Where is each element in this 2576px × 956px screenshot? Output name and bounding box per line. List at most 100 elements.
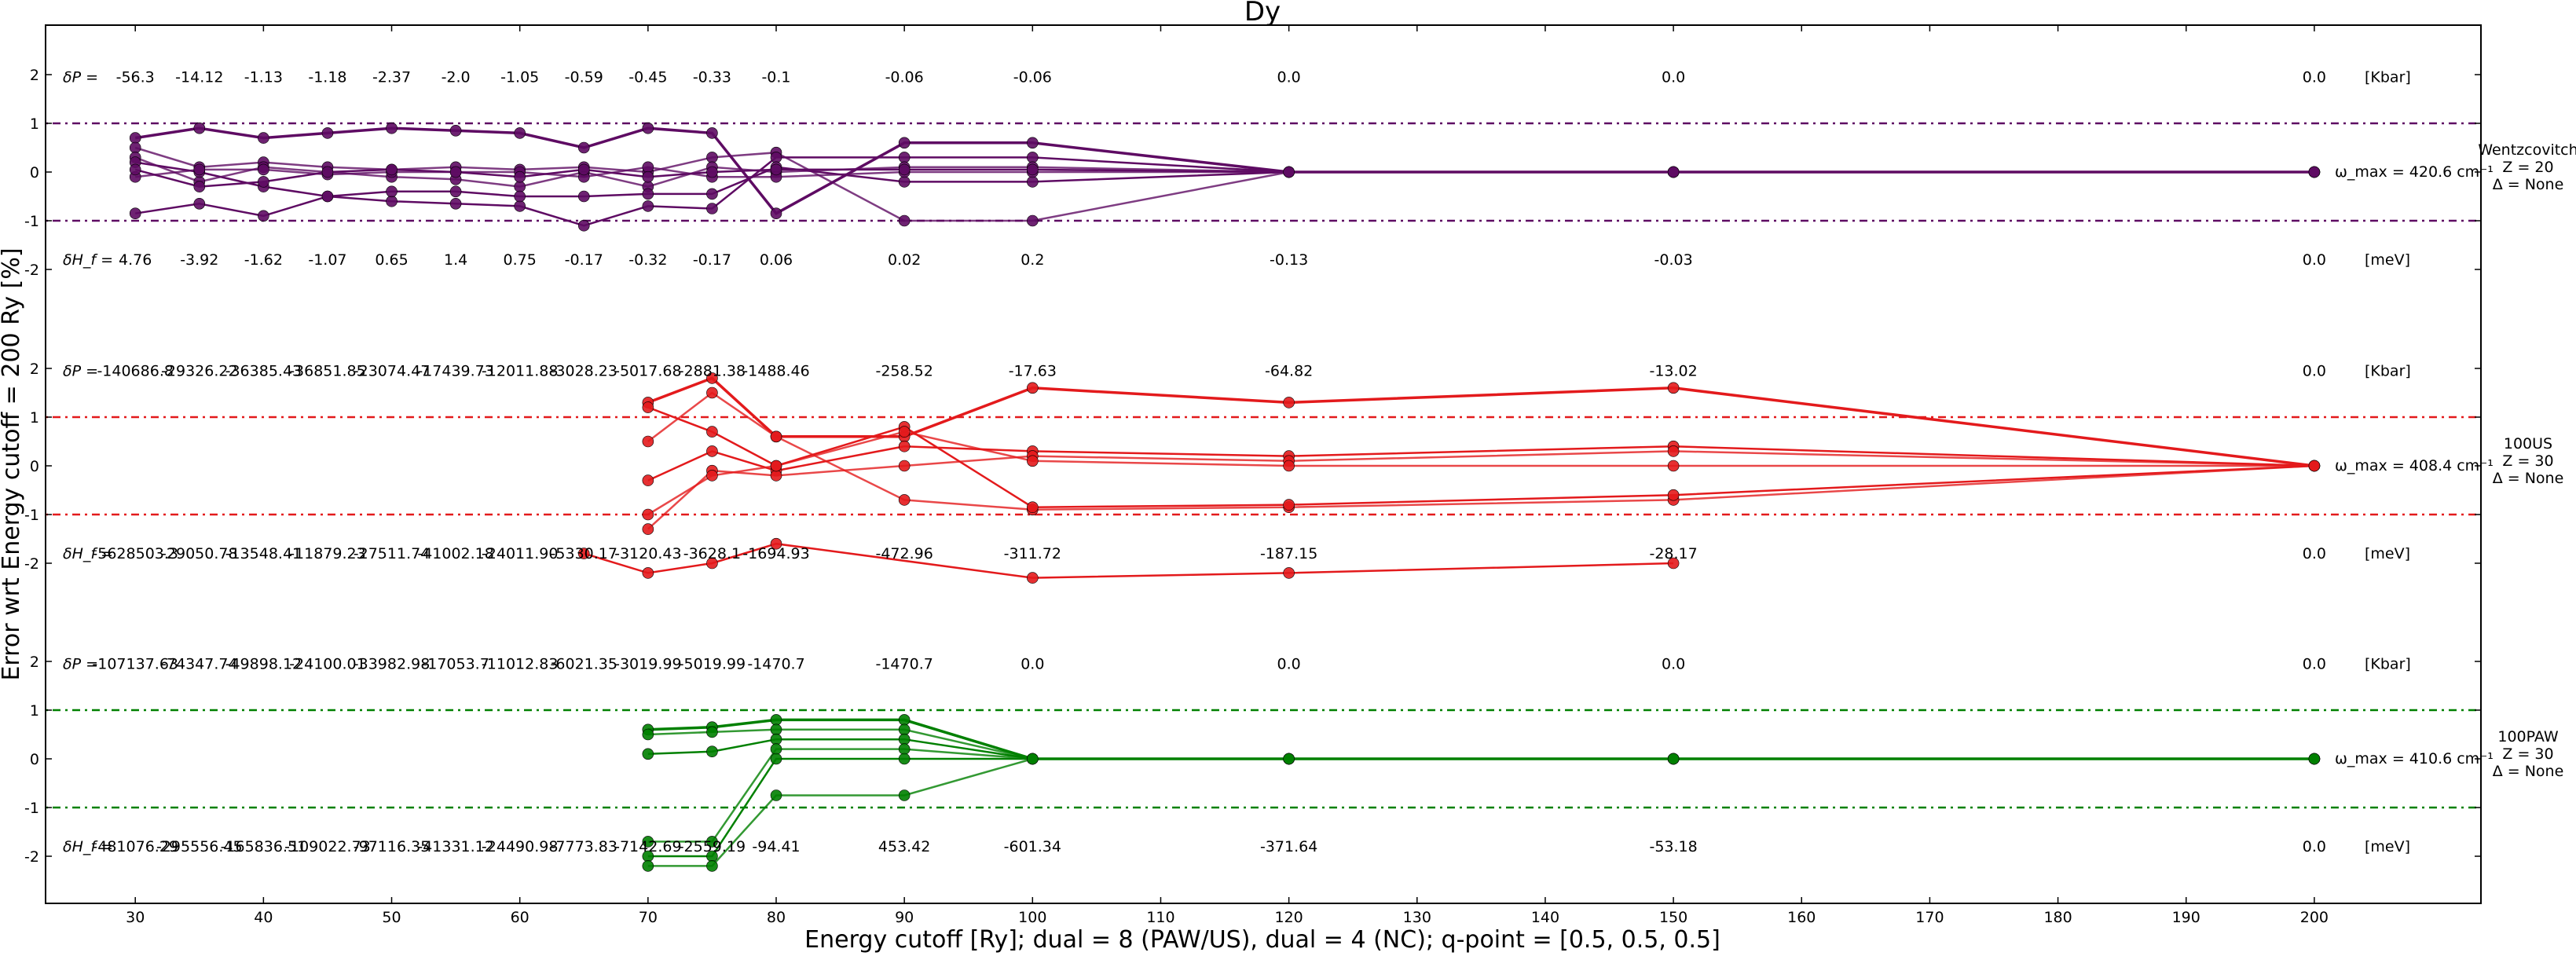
data-point [2308, 753, 2321, 765]
dh-value-label: 1.4 [444, 251, 467, 269]
data-point [706, 127, 718, 139]
series-line [647, 450, 2314, 530]
dh-value-label: 0.75 [504, 251, 537, 269]
data-point [514, 181, 526, 192]
data-point [898, 494, 911, 506]
data-point [577, 548, 590, 559]
dp-value-label: -2.37 [372, 68, 411, 86]
y-tick-label: 1 [30, 409, 39, 427]
dh-value-label: -3120.43 [614, 545, 681, 562]
y-tick-label: 2 [30, 361, 39, 378]
dp-value-label: 0.0 [2303, 655, 2326, 672]
y-tick-label: 0 [30, 164, 39, 181]
data-point [1027, 214, 1039, 227]
data-point [770, 537, 782, 550]
dp-value-label: -0.1 [761, 68, 790, 86]
dp-value-label: -29326.22 [161, 362, 238, 379]
data-point [706, 152, 718, 163]
dh-value-label: 0.06 [760, 251, 793, 269]
dh-value-label: -11879.23 [289, 545, 366, 562]
data-point [898, 789, 911, 801]
dh-value-label: -28.17 [1649, 545, 1697, 562]
data-point [770, 207, 782, 220]
y-tick-label: -2 [24, 848, 39, 866]
data-point [1283, 397, 1295, 408]
dp-value-label: -258.52 [875, 362, 933, 379]
series-line [647, 391, 2314, 511]
data-point [258, 176, 269, 188]
data-point [514, 190, 526, 203]
dp-value-label: -24100.01 [289, 655, 366, 672]
data-point [1283, 499, 1295, 511]
dp-value-label: -1488.46 [742, 362, 809, 379]
data-point [514, 127, 526, 139]
series-line [647, 430, 2314, 516]
dp-value-label: -23074.47 [354, 362, 431, 379]
dh-value-label: -165836.51 [221, 838, 307, 855]
dp-value-label: -5017.68 [614, 362, 681, 379]
dh-value-label: 0.65 [375, 251, 408, 269]
data-point [770, 152, 782, 163]
panel-side-label: Z = 30 [2502, 452, 2553, 470]
dh-value-label: -2559.19 [679, 838, 746, 855]
data-point [642, 836, 654, 848]
x-tick-label: 160 [1787, 909, 1816, 926]
dp-value-label: 0.0 [1277, 68, 1301, 86]
dh-value-label: -94.41 [752, 838, 800, 855]
dh-unit-label: [meV] [2365, 251, 2410, 269]
dp-value-label: -0.33 [693, 68, 731, 86]
dh-value-label: 0.0 [2303, 838, 2326, 855]
dp-value-label: -1470.7 [747, 655, 804, 672]
dh-value-label: -27511.74 [354, 545, 431, 562]
dh-value-label: -5628503.3 [92, 545, 178, 562]
data-point [642, 508, 654, 521]
panel-side-label: Wentzcovitch [2478, 141, 2576, 159]
data-point [1027, 382, 1039, 394]
dh-value-label: 453.42 [878, 838, 930, 855]
panel-side-label: Δ = None [2493, 763, 2564, 780]
data-point [1283, 753, 1295, 765]
data-point [577, 190, 590, 203]
data-point [642, 567, 654, 579]
data-point [706, 445, 718, 457]
dp-value-label: -0.59 [565, 68, 603, 86]
data-point [321, 166, 334, 178]
dp-value-label: -17439.73 [417, 362, 494, 379]
dh-value-label: -41331.12 [417, 838, 494, 855]
dh-value-label: -0.32 [628, 251, 667, 269]
data-point [1283, 166, 1295, 178]
dp-value-label: -36385.43 [225, 362, 302, 379]
data-point [898, 723, 911, 736]
y-tick-label: 2 [30, 654, 39, 671]
data-point [449, 125, 462, 137]
data-point [1667, 489, 1680, 501]
dp-value-label: -11012.83 [482, 655, 559, 672]
data-point [642, 200, 654, 212]
dh-value-label: -371.64 [1260, 838, 1317, 855]
data-point [898, 176, 911, 188]
dp-value-label: -64.82 [1265, 362, 1313, 379]
data-point [258, 132, 269, 144]
dh-value-label: -53.18 [1649, 838, 1697, 855]
data-point [898, 743, 911, 755]
panel-side-label: Δ = None [2493, 176, 2564, 193]
dp-value-label: 0.0 [2303, 362, 2326, 379]
series-line [135, 156, 2314, 227]
dp-value-label: -74347.74 [161, 655, 238, 672]
data-point [770, 460, 782, 472]
data-point [514, 200, 526, 212]
y-tick-label: 2 [30, 67, 39, 84]
data-point [770, 430, 782, 443]
dh-value-label: -3.92 [180, 251, 218, 269]
data-point [770, 789, 782, 801]
dp-value-label: -56.3 [116, 68, 155, 86]
dp-value-label: -14.12 [175, 68, 223, 86]
dh-value-label: -0.13 [1270, 251, 1308, 269]
dp-value-label: -1.13 [244, 68, 283, 86]
dp-value-label: -2881.38 [679, 362, 746, 379]
dh-value-label: -3628.1 [683, 545, 741, 562]
x-tick-label: 60 [511, 909, 529, 926]
data-point [193, 197, 206, 210]
dh-value-label: -481076.29 [92, 838, 178, 855]
